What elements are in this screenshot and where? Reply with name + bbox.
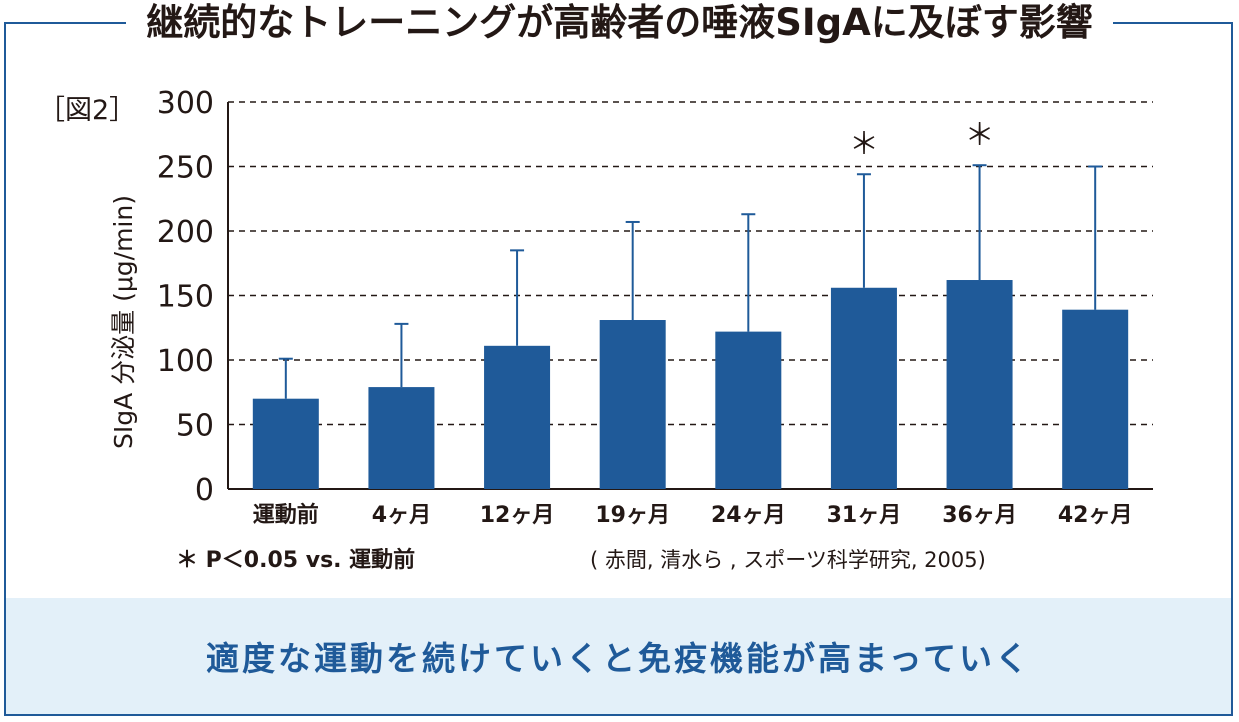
y-tick-label: 50 xyxy=(176,409,214,444)
message-band: 適度な運動を続けていくと免疫機能が高まっていく xyxy=(6,598,1231,714)
title-bar: 継続的なトレーニングが高齢者の唾液SIgAに及ぼす影響 xyxy=(0,0,1239,48)
bar xyxy=(830,287,897,489)
bar xyxy=(599,320,666,489)
y-tick-label: 200 xyxy=(157,215,214,250)
x-tick-label: 12ヶ月 xyxy=(480,503,555,528)
figure-title: 継続的なトレーニングが高齢者の唾液SIgAに及ぼす影響 xyxy=(126,0,1113,48)
bar xyxy=(1062,309,1129,489)
x-tick-label: 42ヶ月 xyxy=(1058,503,1133,528)
y-tick-label: 100 xyxy=(157,344,214,379)
y-axis-title: SIgA 分泌量 (μg/min) xyxy=(109,195,138,449)
significance-note: ＊ P＜0.05 vs. 運動前 xyxy=(176,548,416,573)
bar xyxy=(484,345,551,489)
y-tick-label: 150 xyxy=(157,280,214,315)
figure-label: ［図2］ xyxy=(38,95,137,126)
significance-marker: ＊ xyxy=(965,118,995,153)
x-tick-label: 36ヶ月 xyxy=(942,503,1017,528)
significance-marker: ＊ xyxy=(849,127,879,162)
x-tick-label: 運動前 xyxy=(253,502,319,528)
x-tick-label: 31ヶ月 xyxy=(827,503,902,528)
bar xyxy=(368,387,435,489)
y-tick-label: 250 xyxy=(157,151,214,186)
bar xyxy=(715,331,782,489)
bar xyxy=(946,280,1013,489)
summary-message: 適度な運動を続けていくと免疫機能が高まっていく xyxy=(205,639,1032,678)
x-tick-label: 24ヶ月 xyxy=(711,503,786,528)
y-tick-label: 300 xyxy=(157,86,214,121)
bar xyxy=(252,398,319,489)
x-tick-label: 19ヶ月 xyxy=(595,503,670,528)
source-citation: ( 赤間, 清水ら , スポーツ科学研究, 2005) xyxy=(590,548,986,572)
y-tick-label: 0 xyxy=(195,473,214,508)
x-tick-label: 4ヶ月 xyxy=(372,503,431,528)
bar-chart: 0 50 100 150 200 250 300 SIgA 分泌量 (μg/min) 運動前 4ヶ… xyxy=(109,86,1153,528)
